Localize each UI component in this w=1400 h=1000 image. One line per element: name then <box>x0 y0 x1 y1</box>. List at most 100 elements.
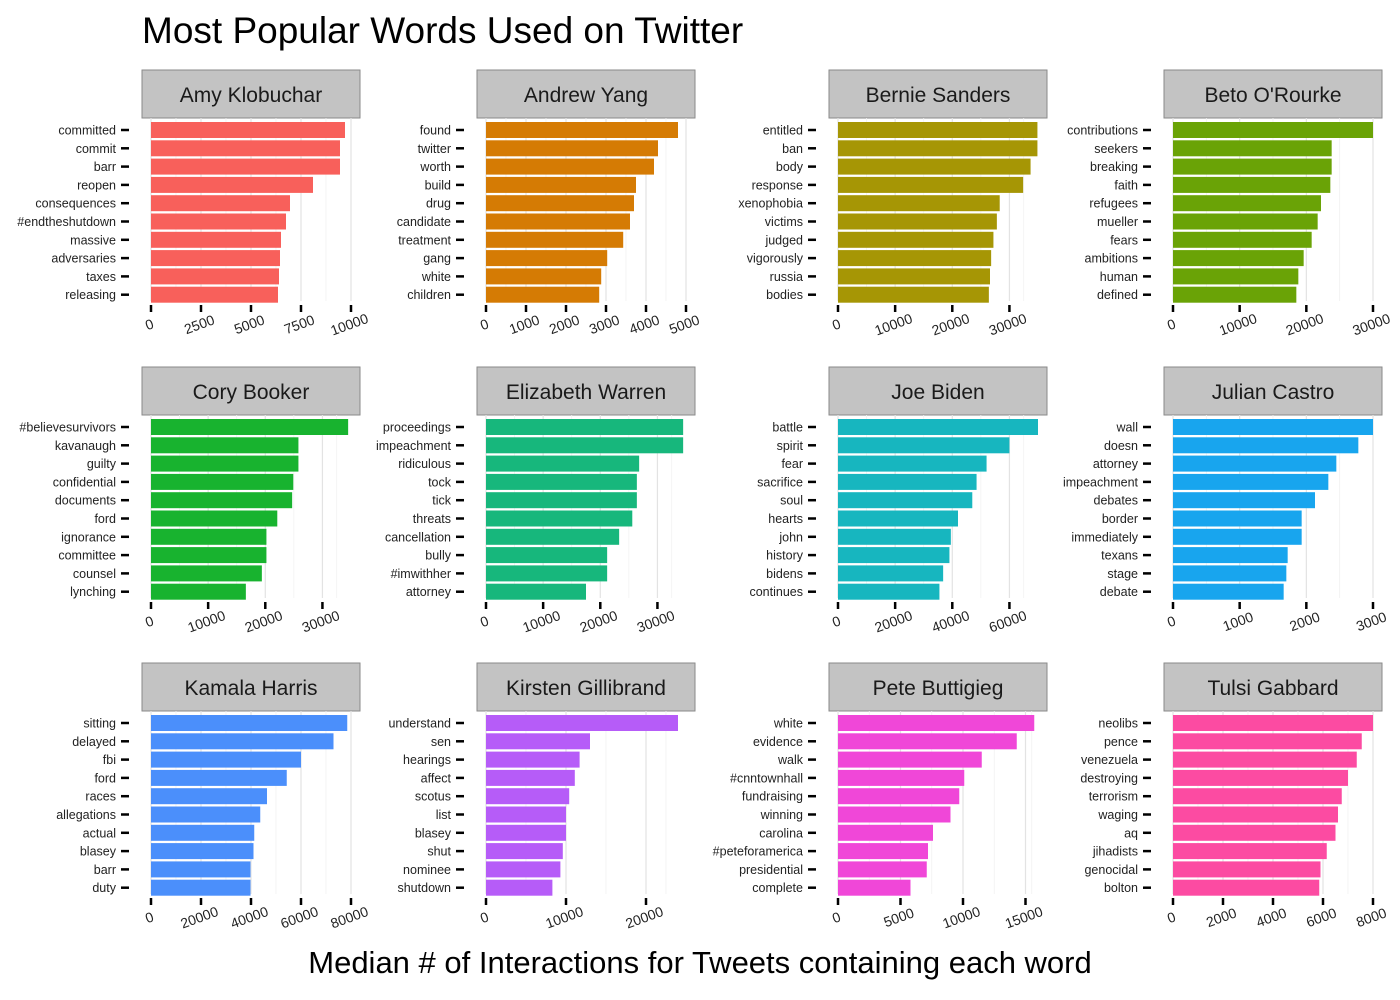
panel-strip-label-andrew-yang: Andrew Yang <box>524 84 648 107</box>
bar-tulsi-gabbard-5 <box>1173 806 1338 823</box>
y-tick-label: waging <box>1097 808 1138 822</box>
x-tick-label: 30000 <box>987 310 1029 338</box>
x-axis-title: Median # of Interactions for Tweets cont… <box>308 945 1092 980</box>
bar-amy-klobuchar-9 <box>151 286 278 303</box>
y-tick-label: fear <box>781 457 803 471</box>
y-tick-label: ban <box>782 142 803 156</box>
x-tick-label: 0 <box>478 315 491 333</box>
bar-andrew-yang-5 <box>486 213 630 230</box>
y-tick-label: jihadists <box>1092 845 1138 859</box>
y-tick-label: shut <box>427 845 451 859</box>
bar-andrew-yang-8 <box>486 268 602 285</box>
bar-cory-booker-9 <box>151 583 246 600</box>
bar-beto-o-rourke-4 <box>1173 195 1321 212</box>
bar-elizabeth-warren-1 <box>486 437 684 454</box>
x-tick-label: 30000 <box>1350 310 1392 338</box>
bar-julian-castro-4 <box>1173 492 1315 509</box>
bar-pete-buttigieg-9 <box>838 879 911 896</box>
panel-strip-kirsten-gillibrand <box>476 662 696 712</box>
bar-joe-biden-3 <box>838 473 977 490</box>
bar-beto-o-rourke-2 <box>1173 158 1332 175</box>
bar-joe-biden-7 <box>838 547 950 564</box>
y-tick-label: nominee <box>403 863 451 877</box>
x-tick-label: 0 <box>478 612 491 630</box>
bar-andrew-yang-1 <box>486 140 658 157</box>
y-tick-label: contributions <box>1067 124 1138 138</box>
y-tick-label: scotus <box>415 790 451 804</box>
bar-cory-booker-5 <box>151 510 278 527</box>
x-tick-label: 0 <box>478 908 491 926</box>
panel-strip-label-joe-biden: Joe Biden <box>891 381 984 404</box>
y-tick-label: list <box>436 808 452 822</box>
y-tick-label: lynching <box>70 585 116 599</box>
x-tick-label: 60000 <box>987 607 1029 635</box>
y-tick-label: ignorance <box>61 530 116 544</box>
y-tick-label: border <box>1102 512 1138 526</box>
bar-andrew-yang-4 <box>486 195 634 212</box>
y-tick-label: candidate <box>397 215 451 229</box>
y-tick-label: spirit <box>777 439 804 453</box>
y-tick-label: actual <box>83 826 116 840</box>
bar-pete-buttigieg-6 <box>838 824 933 841</box>
bar-joe-biden-1 <box>838 437 1010 454</box>
bar-tulsi-gabbard-9 <box>1173 879 1320 896</box>
y-tick-label: judged <box>764 233 803 247</box>
x-tick-label: 20000 <box>623 903 665 931</box>
bar-andrew-yang-3 <box>486 176 636 193</box>
bar-julian-castro-3 <box>1173 473 1329 490</box>
x-tick-label: 3000 <box>1354 608 1389 634</box>
x-tick-label: 4000 <box>627 311 662 337</box>
x-tick-label: 5000 <box>881 904 916 930</box>
bar-tulsi-gabbard-3 <box>1173 769 1348 786</box>
y-tick-label: winning <box>760 808 803 822</box>
y-tick-label: bolton <box>1104 881 1138 895</box>
y-tick-label: ridiculous <box>398 457 451 471</box>
x-tick-label: 2000 <box>1287 608 1322 634</box>
bar-amy-klobuchar-6 <box>151 231 281 248</box>
y-tick-label: fbi <box>103 753 116 767</box>
y-tick-label: threats <box>413 512 451 526</box>
bar-julian-castro-0 <box>1173 419 1373 435</box>
y-tick-label: drug <box>426 197 451 211</box>
y-tick-label: guilty <box>87 457 117 471</box>
y-tick-label: races <box>85 790 116 804</box>
y-tick-label: commit <box>76 142 117 156</box>
bar-cory-booker-1 <box>151 437 299 454</box>
panel-strip-label-tulsi-gabbard: Tulsi Gabbard <box>1207 677 1338 700</box>
y-tick-label: blasey <box>415 826 452 840</box>
y-tick-label: defined <box>1097 288 1138 302</box>
x-tick-label: 8000 <box>1354 904 1389 930</box>
panel-strip-bernie-sanders <box>828 69 1048 119</box>
bar-amy-klobuchar-5 <box>151 213 286 230</box>
x-tick-label: 80000 <box>328 903 370 931</box>
y-tick-label: aq <box>1124 826 1138 840</box>
y-tick-label: massive <box>70 233 116 247</box>
y-tick-label: neolibs <box>1098 717 1138 731</box>
x-tick-label: 5000 <box>667 311 702 337</box>
y-tick-label: allegations <box>56 808 116 822</box>
y-tick-label: body <box>776 160 804 174</box>
y-tick-label: taxes <box>86 270 116 284</box>
x-tick-label: 0 <box>1165 908 1178 926</box>
bar-cory-booker-6 <box>151 528 267 545</box>
panel-strip-label-amy-klobuchar: Amy Klobuchar <box>180 84 322 107</box>
x-tick-label: 10000 <box>328 310 370 338</box>
bar-beto-o-rourke-6 <box>1173 231 1312 248</box>
bar-pete-buttigieg-1 <box>838 733 1017 750</box>
y-tick-label: sen <box>431 735 451 749</box>
x-tick-label: 10000 <box>872 310 914 338</box>
y-tick-label: terrorism <box>1089 790 1138 804</box>
bar-pete-buttigieg-2 <box>838 751 982 768</box>
y-tick-label: blasey <box>80 845 117 859</box>
bar-kirsten-gillibrand-7 <box>486 843 563 860</box>
y-tick-label: cancellation <box>385 530 451 544</box>
x-tick-label: 7500 <box>282 311 317 337</box>
x-tick-label: 20000 <box>872 607 914 635</box>
bar-amy-klobuchar-1 <box>151 140 340 157</box>
y-tick-label: fundraising <box>742 790 803 804</box>
panel-strip-pete-buttigieg <box>828 662 1048 712</box>
bar-cory-booker-3 <box>151 473 294 490</box>
y-tick-label: battle <box>772 421 803 435</box>
panel-strip-label-pete-buttigieg: Pete Buttigieg <box>873 677 1004 700</box>
panel-strip-label-cory-booker: Cory Booker <box>193 381 310 404</box>
